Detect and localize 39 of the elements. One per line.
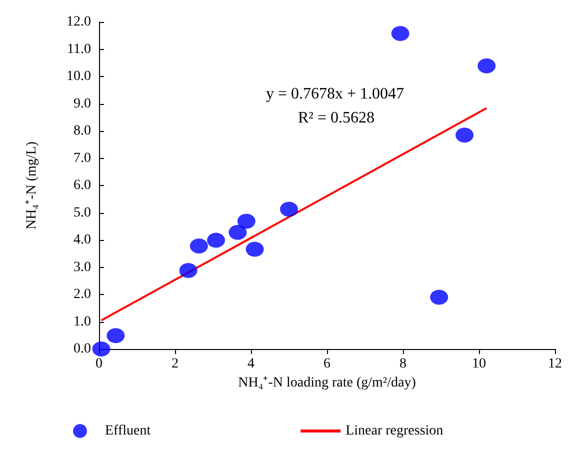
point (179, 263, 198, 278)
point (456, 128, 474, 143)
point (391, 26, 410, 41)
point (228, 224, 247, 240)
y-tick-label: 2.0 (74, 287, 91, 302)
x-tick-label: 0 (96, 356, 102, 372)
y-tick-label: 9.0 (74, 96, 91, 112)
legend-label: Effluent (105, 424, 151, 438)
point (280, 202, 298, 217)
point (478, 58, 496, 74)
x-tick-label: 6 (324, 356, 330, 372)
point (106, 328, 125, 344)
point (92, 342, 110, 356)
y-axis-title: NH₄⁺-N (mg/L) (24, 141, 40, 230)
y-tick-label: 1.0 (74, 314, 91, 330)
annotation: y = 0.7678x + 1.0047 (266, 86, 404, 102)
annotation: R² = 0.5628 (298, 110, 374, 126)
y-tick-label: 5.0 (74, 205, 91, 220)
point (190, 238, 208, 254)
y-tick-label: 7.0 (74, 150, 91, 166)
x-tick-label: 8 (400, 356, 406, 372)
x-tick-label: 4 (248, 356, 254, 372)
y-tick-label: 11.0 (67, 42, 91, 57)
y-tick-label: 6.0 (74, 178, 91, 193)
point (430, 290, 448, 305)
point (237, 214, 256, 229)
y-tick-label: 8.0 (74, 124, 91, 138)
x-axis-title: NH₄⁺-N loading rate (g/m²/day) (238, 375, 416, 390)
point (207, 232, 226, 248)
x-tick-label: 12 (548, 356, 562, 372)
x-tick-label: 2 (172, 356, 178, 372)
y-tick-label: 0.0 (74, 342, 91, 356)
legend-label: Linear regression (346, 424, 444, 438)
point (246, 242, 264, 257)
y-tick-label: 3.0 (74, 260, 91, 275)
y-tick-label: 4.0 (74, 232, 91, 248)
y-tick-label: 12.0 (66, 14, 91, 30)
x-tick-label: 10 (472, 356, 486, 372)
y-tick-label: 10.0 (66, 69, 91, 84)
